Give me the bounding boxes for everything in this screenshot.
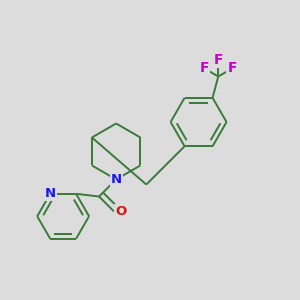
Text: N: N xyxy=(111,173,122,186)
Text: F: F xyxy=(200,61,209,75)
Text: F: F xyxy=(228,61,237,75)
Text: F: F xyxy=(214,53,223,67)
Text: N: N xyxy=(45,187,56,200)
Text: O: O xyxy=(115,205,126,218)
